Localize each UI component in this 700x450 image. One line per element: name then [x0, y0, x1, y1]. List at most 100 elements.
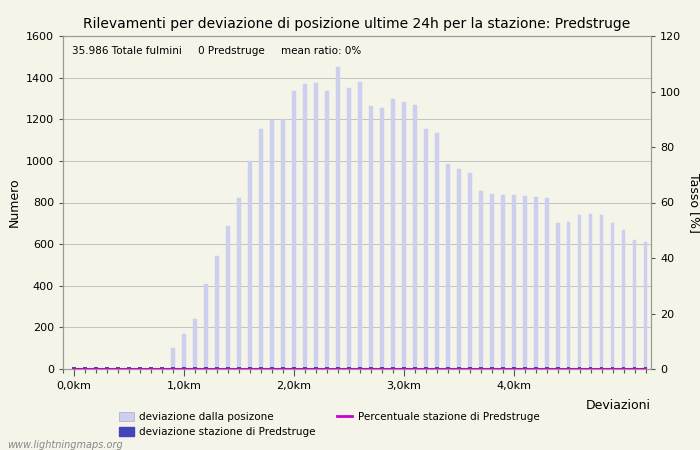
Bar [171, 367, 175, 369]
Bar [391, 367, 395, 369]
Bar [138, 367, 142, 369]
Bar [402, 367, 405, 369]
Bar [259, 129, 262, 369]
Bar [303, 84, 307, 369]
Bar [610, 223, 615, 369]
Bar [589, 367, 592, 369]
Bar [380, 367, 384, 369]
Y-axis label: Tasso [%]: Tasso [%] [687, 172, 700, 233]
Legend: deviazione dalla posizone, deviazione stazione di Predstruge, Percentuale stazio: deviazione dalla posizone, deviazione st… [116, 409, 542, 440]
Bar [633, 240, 636, 369]
Bar [413, 367, 416, 369]
Bar [500, 195, 505, 369]
Bar [193, 367, 197, 369]
Bar [259, 367, 262, 369]
Bar [105, 367, 109, 369]
Bar [545, 198, 549, 369]
Bar [424, 367, 428, 369]
Y-axis label: Numero: Numero [7, 178, 20, 227]
Bar [500, 367, 505, 369]
Bar [336, 67, 340, 369]
Bar [237, 367, 241, 369]
Bar [435, 367, 439, 369]
Bar [325, 367, 329, 369]
Bar [600, 215, 603, 369]
Text: 35.986 Totale fulmini     0 Predstruge     mean ratio: 0%: 35.986 Totale fulmini 0 Predstruge mean … [72, 46, 361, 56]
Bar [72, 367, 76, 369]
Bar [512, 195, 515, 369]
Bar [533, 197, 538, 369]
Bar [292, 367, 295, 369]
Bar [589, 214, 592, 369]
Bar [72, 368, 76, 369]
Bar [94, 367, 98, 369]
Bar [391, 99, 395, 369]
Bar [270, 367, 274, 369]
Bar [566, 367, 570, 369]
Title: Rilevamenti per deviazione di posizione ultime 24h per la stazione: Predstruge: Rilevamenti per deviazione di posizione … [83, 17, 631, 31]
Bar [314, 83, 318, 369]
Bar [512, 367, 515, 369]
Bar [369, 367, 372, 369]
Bar [413, 105, 416, 369]
Bar [479, 367, 482, 369]
Bar [292, 91, 295, 369]
Bar [193, 319, 197, 369]
Bar [248, 367, 252, 369]
Bar [215, 256, 219, 369]
Bar [336, 367, 340, 369]
Text: www.lightningmaps.org: www.lightningmaps.org [7, 440, 122, 450]
Bar [610, 367, 615, 369]
Bar [556, 223, 559, 369]
Bar [456, 169, 461, 369]
Bar [237, 198, 241, 369]
Bar [490, 367, 493, 369]
Bar [533, 367, 538, 369]
Bar [215, 367, 219, 369]
Bar [270, 120, 274, 369]
Bar [160, 367, 164, 369]
Bar [325, 91, 329, 369]
Bar [468, 173, 472, 369]
Text: Deviazioni: Deviazioni [586, 399, 651, 412]
Bar [380, 108, 384, 369]
Bar [446, 164, 449, 369]
Bar [149, 367, 153, 369]
Bar [468, 367, 472, 369]
Bar [545, 367, 549, 369]
Bar [643, 367, 648, 369]
Bar [523, 196, 526, 369]
Bar [566, 222, 570, 369]
Bar [490, 194, 493, 369]
Bar [346, 367, 351, 369]
Bar [171, 348, 175, 369]
Bar [424, 129, 428, 369]
Bar [83, 367, 87, 369]
Bar [578, 367, 582, 369]
Bar [182, 367, 186, 369]
Bar [204, 367, 208, 369]
Bar [358, 82, 362, 369]
Bar [358, 367, 362, 369]
Bar [303, 367, 307, 369]
Bar [556, 367, 559, 369]
Bar [633, 367, 636, 369]
Bar [182, 333, 186, 369]
Bar [281, 119, 285, 369]
Bar [204, 284, 208, 369]
Bar [314, 367, 318, 369]
Bar [622, 230, 625, 369]
Bar [446, 367, 449, 369]
Bar [116, 367, 120, 369]
Bar [281, 367, 285, 369]
Bar [435, 133, 439, 369]
Bar [643, 242, 648, 369]
Bar [226, 367, 230, 369]
Bar [248, 161, 252, 369]
Bar [578, 215, 582, 369]
Bar [622, 367, 625, 369]
Bar [600, 367, 603, 369]
Bar [226, 226, 230, 369]
Bar [479, 191, 482, 369]
Bar [402, 102, 405, 369]
